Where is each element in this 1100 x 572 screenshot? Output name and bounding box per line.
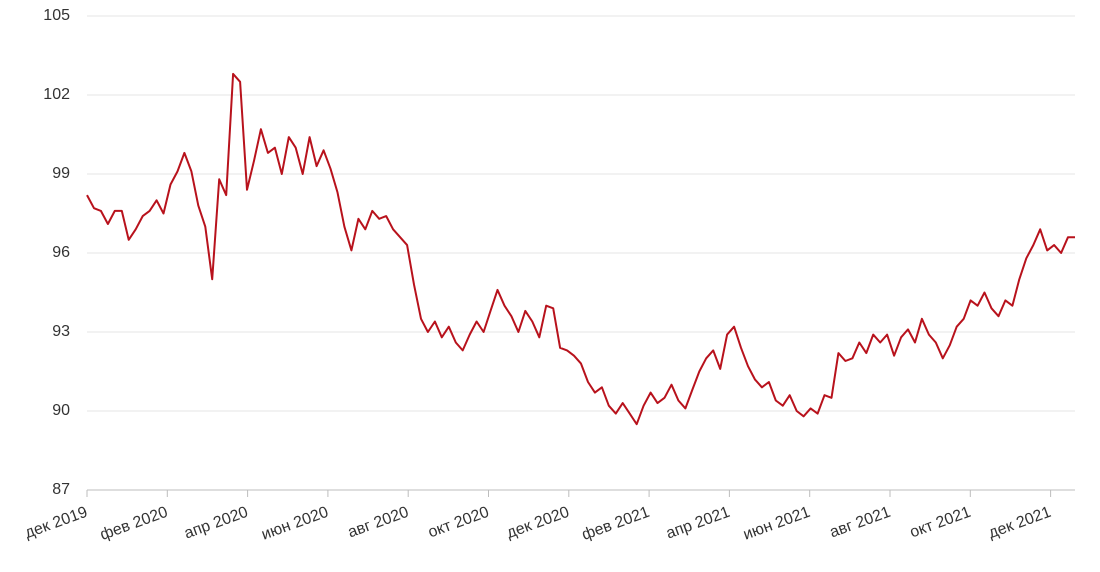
x-tick-label: апр 2020 bbox=[182, 504, 250, 543]
x-tick-label: окт 2020 bbox=[426, 504, 492, 542]
y-tick-label: 93 bbox=[52, 323, 70, 340]
x-tick-label: фев 2021 bbox=[580, 504, 652, 544]
line bbox=[86, 72, 1075, 426]
y-tick-label: 99 bbox=[52, 165, 70, 182]
x-tick-label: дек 2019 bbox=[23, 504, 90, 542]
x-tick-label: дек 2020 bbox=[504, 504, 571, 542]
y-tick-label: 96 bbox=[52, 244, 70, 261]
x-tick-label: июн 2021 bbox=[741, 504, 813, 544]
x-tick-label: авг 2020 bbox=[346, 504, 411, 542]
x-tick-label: авг 2021 bbox=[828, 504, 893, 542]
x-tick-label: фев 2020 bbox=[98, 504, 170, 544]
y-tick-label: 102 bbox=[43, 86, 70, 103]
x-tick-label: окт 2021 bbox=[908, 504, 974, 542]
x-tick-label: июн 2020 bbox=[259, 504, 331, 544]
y-tick-label: 87 bbox=[52, 481, 70, 498]
x-tick-label: апр 2021 bbox=[664, 504, 732, 543]
y-tick-label: 105 bbox=[43, 7, 70, 24]
x-tick-label: дек 2021 bbox=[986, 504, 1053, 542]
y-tick-label: 90 bbox=[52, 402, 70, 419]
